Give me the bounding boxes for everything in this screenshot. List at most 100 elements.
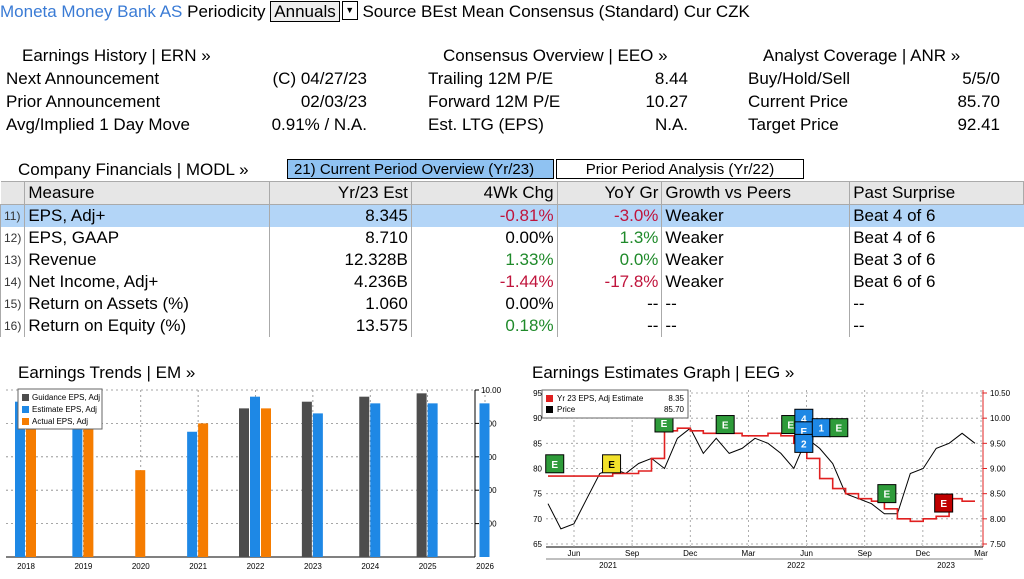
col-growth-vs-peers[interactable]: Growth vs Peers (661, 181, 851, 205)
avg-move-value: 0.91% / N.A. (271, 115, 367, 134)
marker-letter: E (608, 460, 615, 471)
estimate-marker: E (602, 454, 622, 474)
chart-legend: Yr 23 EPS, Adj Estimate 8.35 Price 85.70 (541, 389, 689, 419)
bar (135, 470, 146, 557)
table-row[interactable]: 11) EPS, Adj+ 8.345 -0.81% -3.0% Weaker … (0, 204, 1024, 227)
tab-current-period[interactable]: 21) Current Period Overview (Yr/23) (287, 159, 554, 179)
legend-label: Estimate EPS, Adj (32, 405, 97, 414)
financials-table: Measure Yr/23 Est 4Wk Chg YoY Gr Growth … (0, 181, 1024, 337)
company-financials-title[interactable]: Company Financials | MODL » (18, 160, 249, 179)
marker-box (829, 418, 849, 438)
marker-letter: E (800, 427, 807, 438)
col-measure[interactable]: Measure (24, 181, 271, 205)
bar (83, 401, 94, 557)
x-tick-label: Dec (683, 549, 697, 558)
periodicity-select[interactable]: Annuals (270, 1, 340, 22)
earnings-trends-chart[interactable]: 10.008.006.004.002.002018201920202021202… (0, 385, 520, 574)
current-price-label: Current Price (748, 92, 849, 111)
earnings-trends-title[interactable]: Earnings Trends | EM » (18, 363, 196, 382)
left-tick-label: 90 (533, 414, 542, 423)
legend-label: Yr 23 EPS, Adj Estimate (557, 394, 644, 403)
x-tick-label: Jun (568, 549, 581, 558)
marker-letter: E (722, 421, 729, 432)
marker-letter: 4 (801, 414, 807, 425)
table-row[interactable]: 12) EPS, GAAP 8.710 0.00% 1.3% Weaker Be… (0, 227, 1024, 249)
estimate-marker: E (877, 484, 897, 504)
earnings-trends-svg: 10.008.006.004.002.002018201920202021202… (6, 386, 502, 571)
x-tick-label: 2026 (476, 562, 494, 571)
left-tick-label: 85 (533, 439, 542, 448)
right-tick-label: 9.50 (990, 439, 1006, 448)
x-tick-label: Sep (625, 549, 640, 558)
col-past-surprise[interactable]: Past Surprise (849, 181, 1024, 205)
left-tick-label: 95 (533, 389, 542, 398)
bar (427, 403, 438, 557)
right-tick-label: 8.00 (990, 515, 1006, 524)
tab-prior-period[interactable]: Prior Period Analysis (Yr/22) (556, 159, 804, 179)
bar (370, 403, 381, 557)
marker-letter: E (940, 499, 947, 510)
analyst-coverage-title[interactable]: Analyst Coverage | ANR » (763, 46, 961, 65)
marker-letter: E (835, 424, 842, 435)
left-tick-label: 65 (533, 540, 542, 549)
source-text: Source BEst Mean Consensus (Standard) Cu… (362, 2, 750, 21)
legend-swatch (546, 406, 553, 413)
bar (26, 401, 36, 557)
marker-box (715, 415, 735, 435)
x-tick-label: Mar (974, 549, 988, 558)
bar (187, 431, 198, 557)
col-4wk-chg[interactable]: 4Wk Chg (410, 181, 558, 205)
earnings-estimates-title[interactable]: Earnings Estimates Graph | EEG » (532, 363, 795, 382)
chevron-down-icon[interactable]: ▼ (341, 1, 358, 20)
legend-swatch (22, 394, 29, 401)
legend-label: Price (557, 405, 576, 414)
x-tick-label: 2025 (419, 562, 437, 571)
x-tick-label: 2023 (304, 562, 322, 571)
bar (301, 401, 312, 557)
col-yoy[interactable]: YoY Gr (556, 181, 663, 205)
table-row[interactable]: 16) Return on Equity (%) 13.575 0.18% --… (0, 315, 1024, 337)
earnings-estimates-chart[interactable]: 95 90 85 80 75 70 65 10.50 10.00 9.50 9.00 8.50 8.00… (528, 385, 1024, 574)
estimate-marker: 1 (811, 418, 831, 438)
bar (261, 408, 271, 557)
est-ltg-value: N.A. (654, 115, 688, 134)
prior-announcement-value: 02/03/23 (300, 92, 367, 111)
right-tick-label: 10.00 (990, 414, 1011, 423)
buy-hold-sell-value: 5/5/0 (962, 69, 1000, 88)
marker-letter: E (551, 460, 558, 471)
consensus-overview-title[interactable]: Consensus Overview | EEO » (443, 46, 668, 65)
estimate-marker: E (934, 493, 954, 513)
earnings-history-title[interactable]: Earnings History | ERN » (22, 46, 211, 65)
estimate-line (548, 427, 975, 523)
marker-letter: E (661, 419, 668, 430)
periodicity-label: Periodicity (187, 2, 266, 21)
year-label: 2023 (937, 561, 955, 570)
marker-box (794, 433, 814, 453)
estimate-marker: E (715, 415, 735, 435)
prior-announcement-label: Prior Announcement (6, 92, 161, 111)
col-est[interactable]: Yr/23 Est (269, 181, 412, 205)
buy-hold-sell-label: Buy/Hold/Sell (748, 69, 851, 88)
legend-swatch (22, 418, 29, 425)
company-name: Moneta Money Bank AS (0, 2, 183, 21)
marker-box (934, 493, 954, 513)
table-row[interactable]: 15) Return on Assets (%) 1.060 0.00% -- … (0, 293, 1024, 315)
x-tick-label: Mar (742, 549, 756, 558)
left-tick-label: 75 (533, 490, 542, 499)
legend-swatch (546, 395, 553, 402)
marker-letter: 1 (819, 424, 825, 435)
trailing-pe-label: Trailing 12M P/E (428, 69, 554, 88)
est-ltg-label: Est. LTG (EPS) (428, 115, 544, 134)
right-tick-label: 8.50 (990, 490, 1006, 499)
legend-box (17, 388, 103, 430)
legend-swatch (22, 406, 29, 413)
table-row[interactable]: 13) Revenue 12.328B 1.33% 0.0% Weaker Be… (0, 249, 1024, 271)
table-header-row: Measure Yr/23 Est 4Wk Chg YoY Gr Growth … (0, 181, 1024, 205)
marker-box (877, 484, 897, 504)
table-row[interactable]: 14) Net Income, Adj+ 4.236B -1.44% -17.8… (0, 271, 1024, 293)
estimate-marker: 2 (794, 433, 814, 453)
x-tick-label: Dec (916, 549, 930, 558)
year-label: 2021 (599, 561, 617, 570)
forward-pe-label: Forward 12M P/E (428, 92, 561, 111)
left-tick-label: 70 (533, 515, 542, 524)
